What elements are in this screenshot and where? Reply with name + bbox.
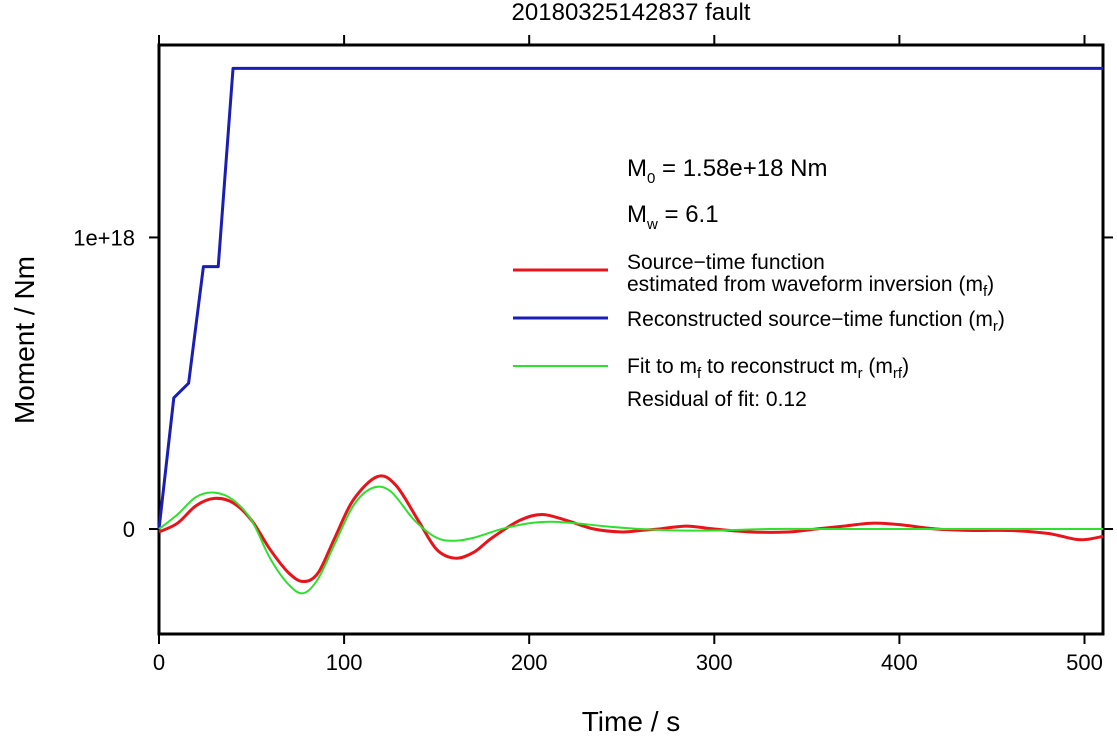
x-tick-label-100: 100 xyxy=(326,650,363,675)
residual-annotation: Residual of fit: 0.12 xyxy=(627,388,807,411)
y-axis-label: Moment / Nm xyxy=(9,256,40,424)
legend-label-mf-line1: Source−time function xyxy=(627,251,825,274)
series-line-mrf xyxy=(158,485,1103,595)
x-tick-label-200: 200 xyxy=(511,650,548,675)
x-axis: 0 100 200 300 400 500 xyxy=(153,35,1103,675)
y-tick-label-1: 1e+18 xyxy=(73,225,135,250)
legend-label-mf-line2: estimated from waveform inversion (mf) xyxy=(627,273,994,300)
mw-annotation: Mw = 6.1 xyxy=(627,201,719,233)
y-tick-label-0: 0 xyxy=(123,517,135,542)
legend-label-mr: Reconstructed source−time function (mr) xyxy=(627,308,1005,335)
series-layer xyxy=(157,66,1104,595)
x-tick-label-0: 0 xyxy=(153,650,165,675)
legend-label-mrf: Fit to mf to reconstruct mr (mrf) xyxy=(627,355,909,382)
x-tick-label-300: 300 xyxy=(696,650,733,675)
x-tick-label-400: 400 xyxy=(881,650,918,675)
chart-title: 20180325142837 fault xyxy=(512,0,751,26)
series-line-mf xyxy=(158,474,1104,584)
m0-annotation: M0 = 1.58e+18 Nm xyxy=(627,155,827,187)
x-axis-label: Time / s xyxy=(582,706,681,736)
x-tick-label-500: 500 xyxy=(1066,650,1103,675)
series-line-mr xyxy=(157,66,1103,530)
legend: Source−time function estimated from wave… xyxy=(513,251,1005,411)
plot-frame xyxy=(157,43,1105,636)
y-axis: 0 1e+18 xyxy=(73,225,1113,542)
